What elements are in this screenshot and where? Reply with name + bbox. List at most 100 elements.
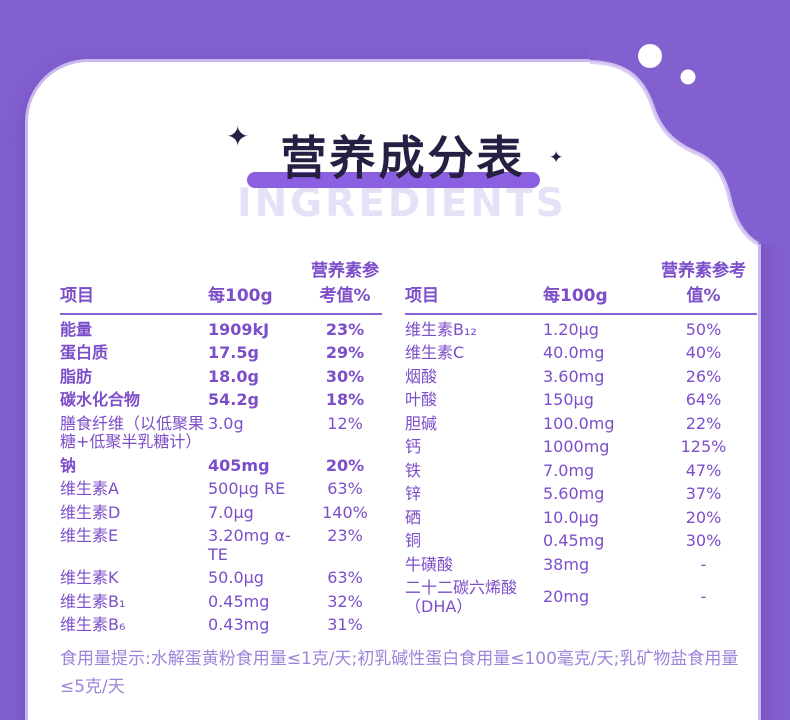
nutrient-nrv-percent: 30%	[325, 366, 365, 386]
nutrient-name: 铁	[405, 460, 422, 480]
page-title: 营养成分表	[280, 131, 526, 185]
nutrient-name: 铜	[405, 531, 422, 550]
nutrient-name: 维生素A	[60, 479, 119, 498]
nutrient-nrv-percent: 37%	[685, 484, 722, 503]
table-row: 钙 1000mg 125%	[405, 436, 757, 460]
nutrient-nrv-percent: -	[700, 587, 707, 607]
nutrient-nrv-percent: 63%	[327, 568, 363, 587]
nutrient-nrv-percent: 47%	[685, 460, 722, 480]
nutrient-name: 脂肪	[60, 366, 93, 386]
nutrient-name: 蛋白质	[60, 343, 109, 362]
table-row: 维生素C 40.0mg 40%	[405, 342, 757, 366]
table-row: 维生素D 7.0μg 140%	[60, 501, 382, 525]
header-nrv: 营养素参考值%	[661, 261, 746, 306]
table-row: 脂肪 18.0g 30%	[60, 365, 382, 389]
content-card	[28, 62, 758, 720]
nutrient-nrv-percent: 50%	[685, 319, 722, 339]
nutrient-nrv-percent: 30%	[685, 531, 722, 550]
table-row: 膳食纤维（以低聚果糖+低聚半乳糖计） 3.0g 12%	[60, 412, 382, 454]
title-subtitle: INGREDIENTS	[237, 181, 567, 226]
nutrient-name: 钠	[60, 455, 77, 475]
table-row: 钠 405mg 20%	[60, 454, 382, 478]
nutrient-amount: 38mg	[543, 554, 590, 574]
table-body: 维生素B₁₂ 1.20μg 50% 维生素C 40.0mg 40% 烟酸 3.60mg 26% 叶…	[405, 315, 757, 619]
nutrient-nrv-percent: 23%	[325, 319, 365, 339]
table-row: 能量 1909kJ 23%	[60, 318, 382, 342]
decor-circle-large	[638, 44, 662, 68]
decor-circle-small	[680, 69, 696, 85]
nutrient-amount: 17.5g	[208, 343, 259, 362]
nutrient-amount: 100.0mg	[543, 413, 615, 433]
nutrient-amount: 20mg	[543, 587, 590, 607]
nutrient-name: 维生素K	[60, 568, 119, 587]
table-header-row: 项目 每100g 营养素参考值%	[405, 256, 757, 315]
serving-note: 食用量提示:水解蛋黄粉食用量≤1克/天;初乳碱性蛋白食用量≤100毫克/天;乳矿…	[60, 649, 739, 697]
nutrient-amount: 1909kJ	[208, 319, 270, 339]
table-header-row: 项目 每100g 营养素参考值%	[60, 256, 382, 315]
sparkle-icon: ✦	[226, 120, 250, 153]
nutrient-amount: 50.0μg	[208, 568, 264, 587]
nutrient-name: 叶酸	[405, 390, 438, 409]
table-row: 维生素K 50.0μg 63%	[60, 567, 382, 591]
table-row: 铁 7.0mg 47%	[405, 459, 757, 483]
nutrition-table-right: 项目 每100g 营养素参考值% 维生素B₁₂ 1.20μg 50% 维生素C 40.0…	[405, 256, 757, 619]
nutrient-name: 维生素B₆	[60, 615, 126, 634]
nutrient-amount: 500μg RE	[208, 479, 286, 498]
nutrient-nrv-percent: 29%	[325, 343, 365, 362]
sparkle-icon: ✦	[549, 148, 564, 168]
nutrient-amount: 54.2g	[208, 390, 259, 409]
nutrient-amount: 405mg	[208, 455, 270, 475]
table-row: 蛋白质 17.5g 29%	[60, 342, 382, 366]
wave-edge-highlight	[589, 60, 760, 246]
nutrient-name: 烟酸	[405, 366, 438, 386]
nutrient-amount: 40.0mg	[543, 343, 605, 362]
nutrient-nrv-percent: 26%	[685, 366, 722, 386]
nutrient-amount: 7.0mg	[543, 460, 595, 480]
table-row: 铜 0.45mg 30%	[405, 530, 757, 554]
table-row: 碳水化合物 54.2g 18%	[60, 389, 382, 413]
table-row: 叶酸 150μg 64%	[405, 389, 757, 413]
nutrient-amount: 1.20μg	[543, 319, 599, 339]
header-per-100g: 每100g	[208, 286, 273, 306]
nutrient-amount: 10.0μg	[543, 507, 599, 527]
header-per-100g: 每100g	[543, 286, 608, 306]
nutrient-name: 二十二碳六烯酸（DHA）	[405, 578, 518, 616]
nutrient-nrv-percent: 40%	[685, 343, 722, 362]
nutrient-amount: 3.0g	[208, 413, 244, 433]
nutrient-nrv-percent: 20%	[325, 455, 365, 475]
nutrient-amount: 1000mg	[543, 437, 610, 456]
nutrient-nrv-percent: 125%	[680, 437, 727, 456]
corner-wave-decoration	[589, 40, 790, 247]
nutrient-name: 膳食纤维（以低聚果糖+低聚半乳糖计）	[60, 413, 205, 451]
wave-shape	[590, 40, 790, 247]
table-row: 维生素B₆ 0.43mg 31%	[60, 614, 382, 638]
nutrient-nrv-percent: 64%	[685, 390, 722, 409]
title-highlight-bar	[247, 172, 540, 188]
nutrient-amount: 18.0g	[208, 366, 259, 386]
nutrient-nrv-percent: 12%	[327, 413, 363, 433]
nutrient-amount: 0.43mg	[208, 615, 270, 634]
header-item: 项目	[60, 286, 94, 306]
nutrient-nrv-percent: 63%	[327, 479, 363, 498]
nutrient-nrv-percent: 140%	[322, 502, 368, 522]
nutrient-name: 钙	[405, 437, 422, 456]
nutrient-nrv-percent: 22%	[685, 413, 722, 433]
nutrient-name: 维生素C	[405, 343, 465, 362]
nutrient-amount: 7.0μg	[208, 502, 254, 522]
table-row: 烟酸 3.60mg 26%	[405, 365, 757, 389]
header-nrv: 营养素参考值%	[311, 261, 379, 306]
nutrient-nrv-percent: 23%	[327, 526, 363, 545]
table-row: 硒 10.0μg 20%	[405, 506, 757, 530]
nutrient-amount: 150μg	[543, 390, 594, 409]
nutrient-name: 维生素B₁₂	[405, 319, 477, 339]
nutrient-name: 维生素B₁	[60, 591, 126, 611]
table-row: 锌 5.60mg 37%	[405, 483, 757, 507]
nutrient-name: 锌	[405, 484, 422, 503]
table-row: 维生素B₁ 0.45mg 32%	[60, 590, 382, 614]
table-row: 二十二碳六烯酸（DHA） 20mg -	[405, 577, 757, 619]
nutrient-nrv-percent: 32%	[327, 591, 363, 611]
nutrient-nrv-percent: 31%	[327, 615, 363, 634]
nutrient-name: 碳水化合物	[60, 390, 141, 409]
nutrient-name: 维生素E	[60, 526, 119, 545]
